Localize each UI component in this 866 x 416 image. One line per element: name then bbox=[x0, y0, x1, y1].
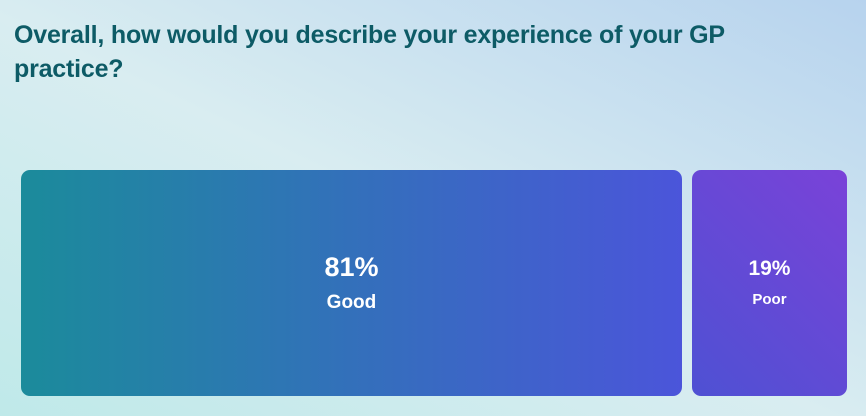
category-label-poor: Poor bbox=[752, 291, 787, 308]
bar-good[interactable]: 81% Good bbox=[21, 170, 682, 396]
category-label-good: Good bbox=[326, 292, 377, 313]
chart-title: Overall, how would you describe your exp… bbox=[14, 21, 725, 83]
bar-poor[interactable]: 19% Poor bbox=[691, 170, 847, 396]
bar-chart: 81% Good 19% Poor bbox=[21, 170, 847, 396]
value-label-good: 81% bbox=[324, 252, 379, 282]
value-label-poor: 19% bbox=[748, 257, 791, 280]
